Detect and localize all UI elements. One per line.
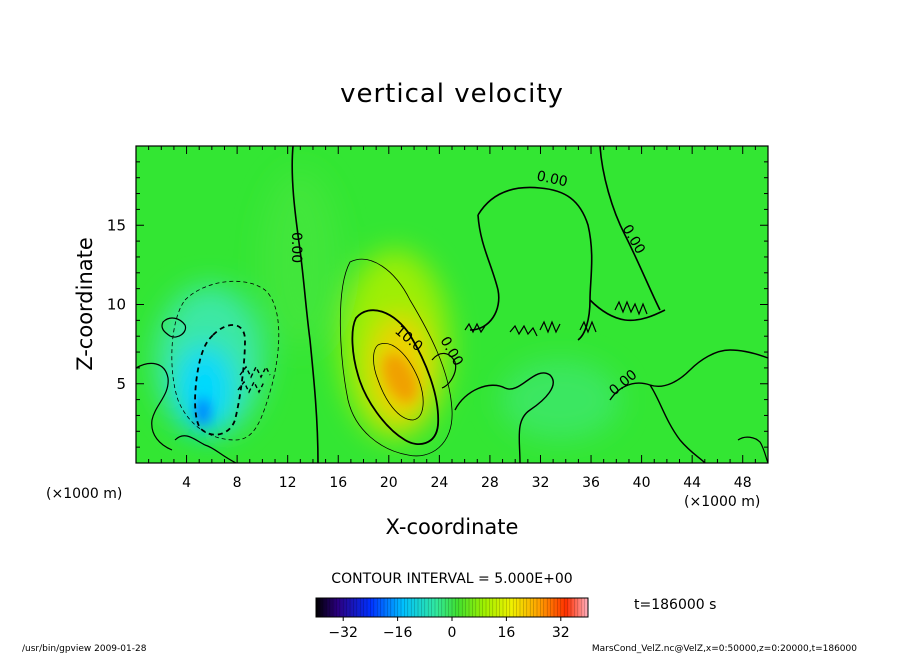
contour-zero-left [291,146,319,463]
colorbar-stripes [319,598,585,617]
y-axis-title: Z-coordinate [73,237,97,371]
contour-label: 0.00 [535,168,569,190]
x-tick-label: 8 [233,475,242,491]
x-axis-title: X-coordinate [386,515,519,539]
plot-area: 0.00 0.00 0.00 10.0 0.00 0.00 [136,146,768,463]
x-tick-label: 44 [683,475,701,491]
x-tick-label: 40 [633,475,651,491]
contours [136,146,768,463]
contour-zero-far-right [589,146,666,322]
contour-downdraft-10 [194,324,246,436]
field-shading [155,170,620,440]
contour-left-lower [136,362,237,463]
contour-zero-bottom-right [737,436,768,463]
footer-left: /usr/bin/gpview 2009-01-28 [22,644,147,654]
contour-right-mid [431,352,457,389]
field-core [196,353,417,426]
contour-interval: CONTOUR INTERVAL = 5.000E+00 [331,571,572,587]
contour-updraft-5 [339,258,453,457]
colorbar-ticks: −32 −16 0 16 32 [328,617,570,641]
contour-downdraft-5 [171,280,280,441]
x-tick-label: 4 [182,475,191,491]
colorbar-tick-label: 0 [448,625,457,641]
colorbar-tick-label: 16 [497,625,515,641]
contour-label: 0.00 [288,232,304,263]
footer-right: MarsCond_VelZ.nc@VelZ,x=0:50000,z=0:2000… [592,644,857,654]
x-tick-label: 20 [380,475,398,491]
x-tick-label: 32 [532,475,550,491]
x-tick-label: 16 [329,475,347,491]
contour-updraft-10 [351,309,440,445]
colorbar: −32 −16 0 16 32 [315,597,589,641]
x-tick-label: 48 [734,475,752,491]
y-tick-label: 10 [107,296,126,314]
contour-right-bottom [609,349,768,463]
x-tick-label: 12 [279,475,297,491]
colorbar-tick-label: 32 [552,625,570,641]
contour-updraft-15 [373,343,424,421]
x-unit-right: (×1000 m) [684,494,760,510]
y-tick-label: 5 [116,375,126,393]
colorbar-tick-label: −16 [383,625,413,641]
colorbar-tick-label: −32 [328,625,358,641]
contour-downdraft-wiggles [237,365,271,394]
contour-zero-right [469,186,593,341]
contour-jagged-line [464,300,648,337]
x-axis: 4 8 12 16 20 24 28 32 36 40 44 48 [135,146,769,491]
time-label: t=186000 s [634,597,716,613]
contour-left-upper [161,317,187,338]
y-axis: 5 10 15 [107,145,768,464]
chart-title: vertical velocity [340,79,564,109]
x-tick-label: 24 [430,475,448,491]
x-unit-left: (×1000 m) [46,486,122,502]
contour-right-lower [454,372,554,463]
y-tick-label: 15 [107,216,126,234]
x-tick-label: 36 [582,475,600,491]
x-tick-label: 28 [481,475,499,491]
